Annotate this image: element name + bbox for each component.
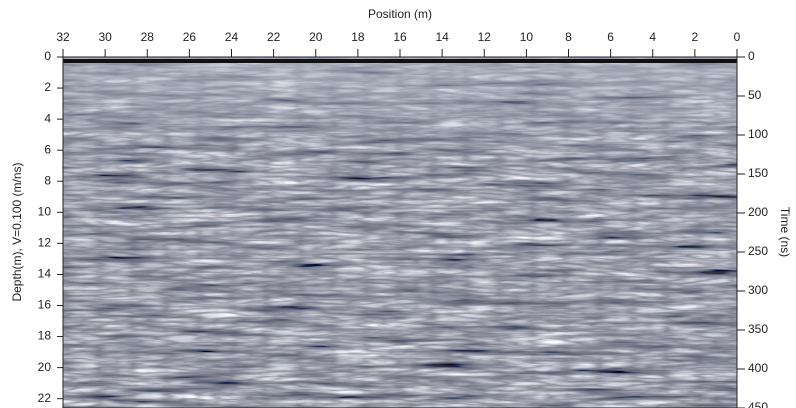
y2-tick-label: 400 <box>748 361 768 375</box>
x-tick-label: 8 <box>565 30 572 44</box>
y-tick-label: 10 <box>38 204 52 218</box>
y2-tick-label: 300 <box>748 283 768 297</box>
y-tick-label: 2 <box>44 80 51 94</box>
y2-tick-label: 200 <box>748 205 768 219</box>
y2-tick-label: 50 <box>748 88 762 102</box>
x-tick-label: 6 <box>607 30 614 44</box>
x-tick-label: 4 <box>649 30 656 44</box>
x-tick-label: 18 <box>351 30 365 44</box>
x-tick-label: 30 <box>98 30 112 44</box>
radargram-fade <box>63 57 737 408</box>
surface-band <box>63 59 737 63</box>
y-tick-label: 22 <box>38 391 52 405</box>
y-tick-label: 4 <box>44 111 51 125</box>
x-tick-label: 16 <box>393 30 407 44</box>
y2-axis-title: Time (ns) <box>778 207 792 257</box>
y-tick-label: 6 <box>44 142 51 156</box>
y-tick-label: 20 <box>38 360 52 374</box>
y2-tick-label: 350 <box>748 322 768 336</box>
x-tick-label: 20 <box>309 30 323 44</box>
x-tick-label: 28 <box>141 30 155 44</box>
y-axis-title: Depth(m), V=0.100 (m/ns) <box>10 162 24 301</box>
x-tick-label: 26 <box>183 30 197 44</box>
y2-tick-label: 150 <box>748 166 768 180</box>
x-tick-label: 12 <box>478 30 492 44</box>
x-tick-label: 10 <box>520 30 534 44</box>
y-tick-label: 0 <box>44 49 51 63</box>
y2-tick-label: 250 <box>748 244 768 258</box>
x-tick-label: 22 <box>267 30 281 44</box>
y-tick-label: 12 <box>38 236 52 250</box>
x-axis-title: Position (m) <box>368 7 432 21</box>
y-tick-label: 16 <box>38 298 52 312</box>
x-tick-label: 24 <box>225 30 239 44</box>
y2-tick-label: 0 <box>748 49 755 63</box>
y-tick-label: 18 <box>38 329 52 343</box>
x-tick-label: 0 <box>734 30 741 44</box>
y-tick-label: 14 <box>38 267 52 281</box>
y2-tick-label: 100 <box>748 127 768 141</box>
y-tick-label: 8 <box>44 173 51 187</box>
y2-tick-label: 450 <box>748 400 768 408</box>
x-tick-label: 14 <box>435 30 449 44</box>
x-tick-label: 32 <box>56 30 70 44</box>
x-tick-label: 2 <box>692 30 699 44</box>
